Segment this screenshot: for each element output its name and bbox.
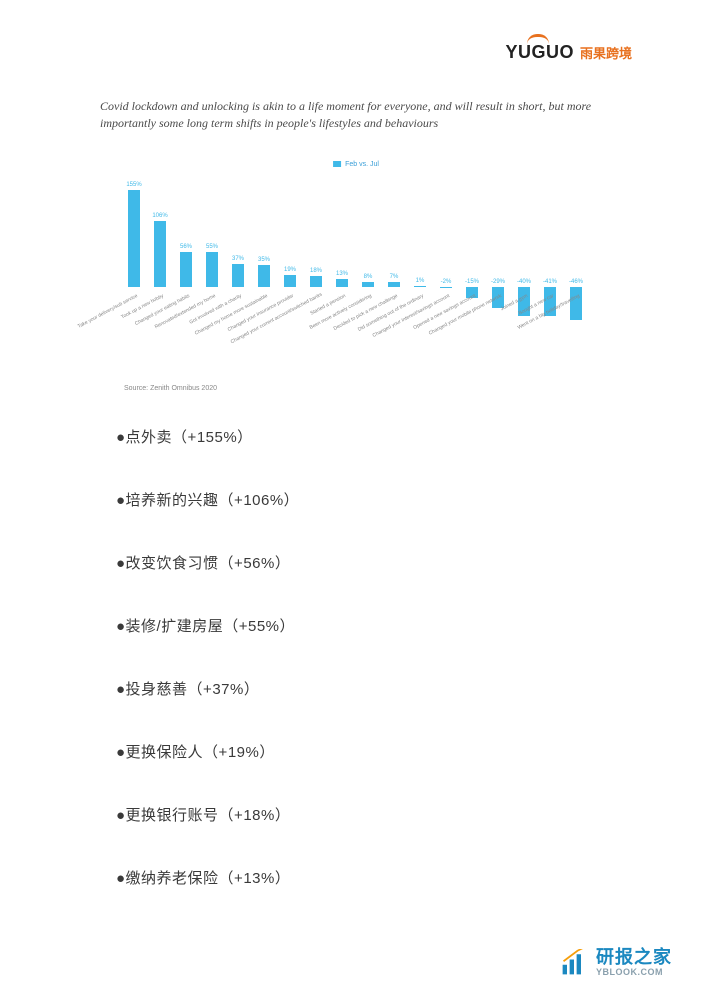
chart-baseline xyxy=(100,286,612,287)
chart-bar xyxy=(362,282,374,287)
chart-bar-value: -2% xyxy=(432,279,460,285)
legend-label: Feb vs. Jul xyxy=(345,161,379,168)
chart-bar xyxy=(414,286,426,287)
chart-bar xyxy=(154,221,166,287)
logo-cn-text: 雨果跨境 xyxy=(580,43,632,62)
logo-brand-text: YUGUO xyxy=(505,42,574,62)
chart-bar-value: 18% xyxy=(302,268,330,274)
logo-arc-icon xyxy=(527,34,549,44)
chart-bar-value: 35% xyxy=(250,257,278,263)
chart-bar-value: 106% xyxy=(146,213,174,219)
chart-bar-value: 19% xyxy=(276,267,304,273)
footer-en-text: YBLOOK.COM xyxy=(596,968,672,978)
chart-bar xyxy=(180,252,192,287)
chart-bar-value: -41% xyxy=(536,279,564,285)
behaviour-shift-chart: Feb vs. Jul 155%Take your delivery/sub s… xyxy=(100,161,612,369)
logo-wordmark: YUGUO xyxy=(505,42,574,63)
footer-cn-text: 研报之家 xyxy=(596,948,672,968)
footer-texts: 研报之家 YBLOOK.COM xyxy=(596,948,672,978)
brand-logo: YUGUO 雨果跨境 xyxy=(505,42,632,63)
bullet-item: ●投身慈善（+37%） xyxy=(116,678,642,699)
bullet-item: ●更换银行账号（+18%） xyxy=(116,804,642,825)
chart-bar-value: -40% xyxy=(510,279,538,285)
bullet-item: ●缴纳养老保险（+13%） xyxy=(116,867,642,888)
bullet-list: ●点外卖（+155%） ●培养新的兴趣（+106%） ●改变饮食习惯（+56%） ●装… xyxy=(60,426,642,888)
bullet-item: ●装修/扩建房屋（+55%） xyxy=(116,615,642,636)
chart-bar xyxy=(440,287,452,288)
chart-bar-value: 37% xyxy=(224,256,252,262)
footer-chart-icon xyxy=(560,949,588,977)
chart-bar xyxy=(570,287,582,320)
bullet-item: ●更换保险人（+19%） xyxy=(116,741,642,762)
chart-bar xyxy=(336,279,348,287)
chart-bar-value: 55% xyxy=(198,244,226,250)
chart-bar xyxy=(284,275,296,287)
chart-bar xyxy=(206,252,218,286)
chart-bar-value: 8% xyxy=(354,274,382,280)
chart-bar xyxy=(310,276,322,287)
chart-legend: Feb vs. Jul xyxy=(333,161,379,168)
chart-bar xyxy=(128,190,140,287)
bullet-item: ●点外卖（+155%） xyxy=(116,426,642,447)
chart-bar-value: 1% xyxy=(406,278,434,284)
footer-brand: 研报之家 YBLOOK.COM xyxy=(560,948,672,978)
chart-headline: Covid lockdown and unlocking is akin to … xyxy=(60,98,642,133)
chart-source: Source: Zenith Omnibus 2020 xyxy=(124,385,642,392)
chart-bar-value: -15% xyxy=(458,279,486,285)
chart-bar-value: 56% xyxy=(172,244,200,250)
page-content: YUGUO 雨果跨境 Covid lockdown and unlocking … xyxy=(0,0,702,888)
chart-bar xyxy=(388,282,400,286)
chart-bar-value: 13% xyxy=(328,271,356,277)
chart-bars-area: 155%Take your delivery/sub service106%To… xyxy=(100,173,612,323)
bullet-item: ●培养新的兴趣（+106%） xyxy=(116,489,642,510)
chart-bar xyxy=(258,265,270,287)
chart-bar xyxy=(232,264,244,287)
chart-bar-value: -29% xyxy=(484,279,512,285)
legend-swatch-icon xyxy=(333,161,341,167)
chart-bar-value: 7% xyxy=(380,274,408,280)
bullet-item: ●改变饮食习惯（+56%） xyxy=(116,552,642,573)
chart-bar-value: 155% xyxy=(120,182,148,188)
chart-bar-value: -46% xyxy=(562,279,590,285)
